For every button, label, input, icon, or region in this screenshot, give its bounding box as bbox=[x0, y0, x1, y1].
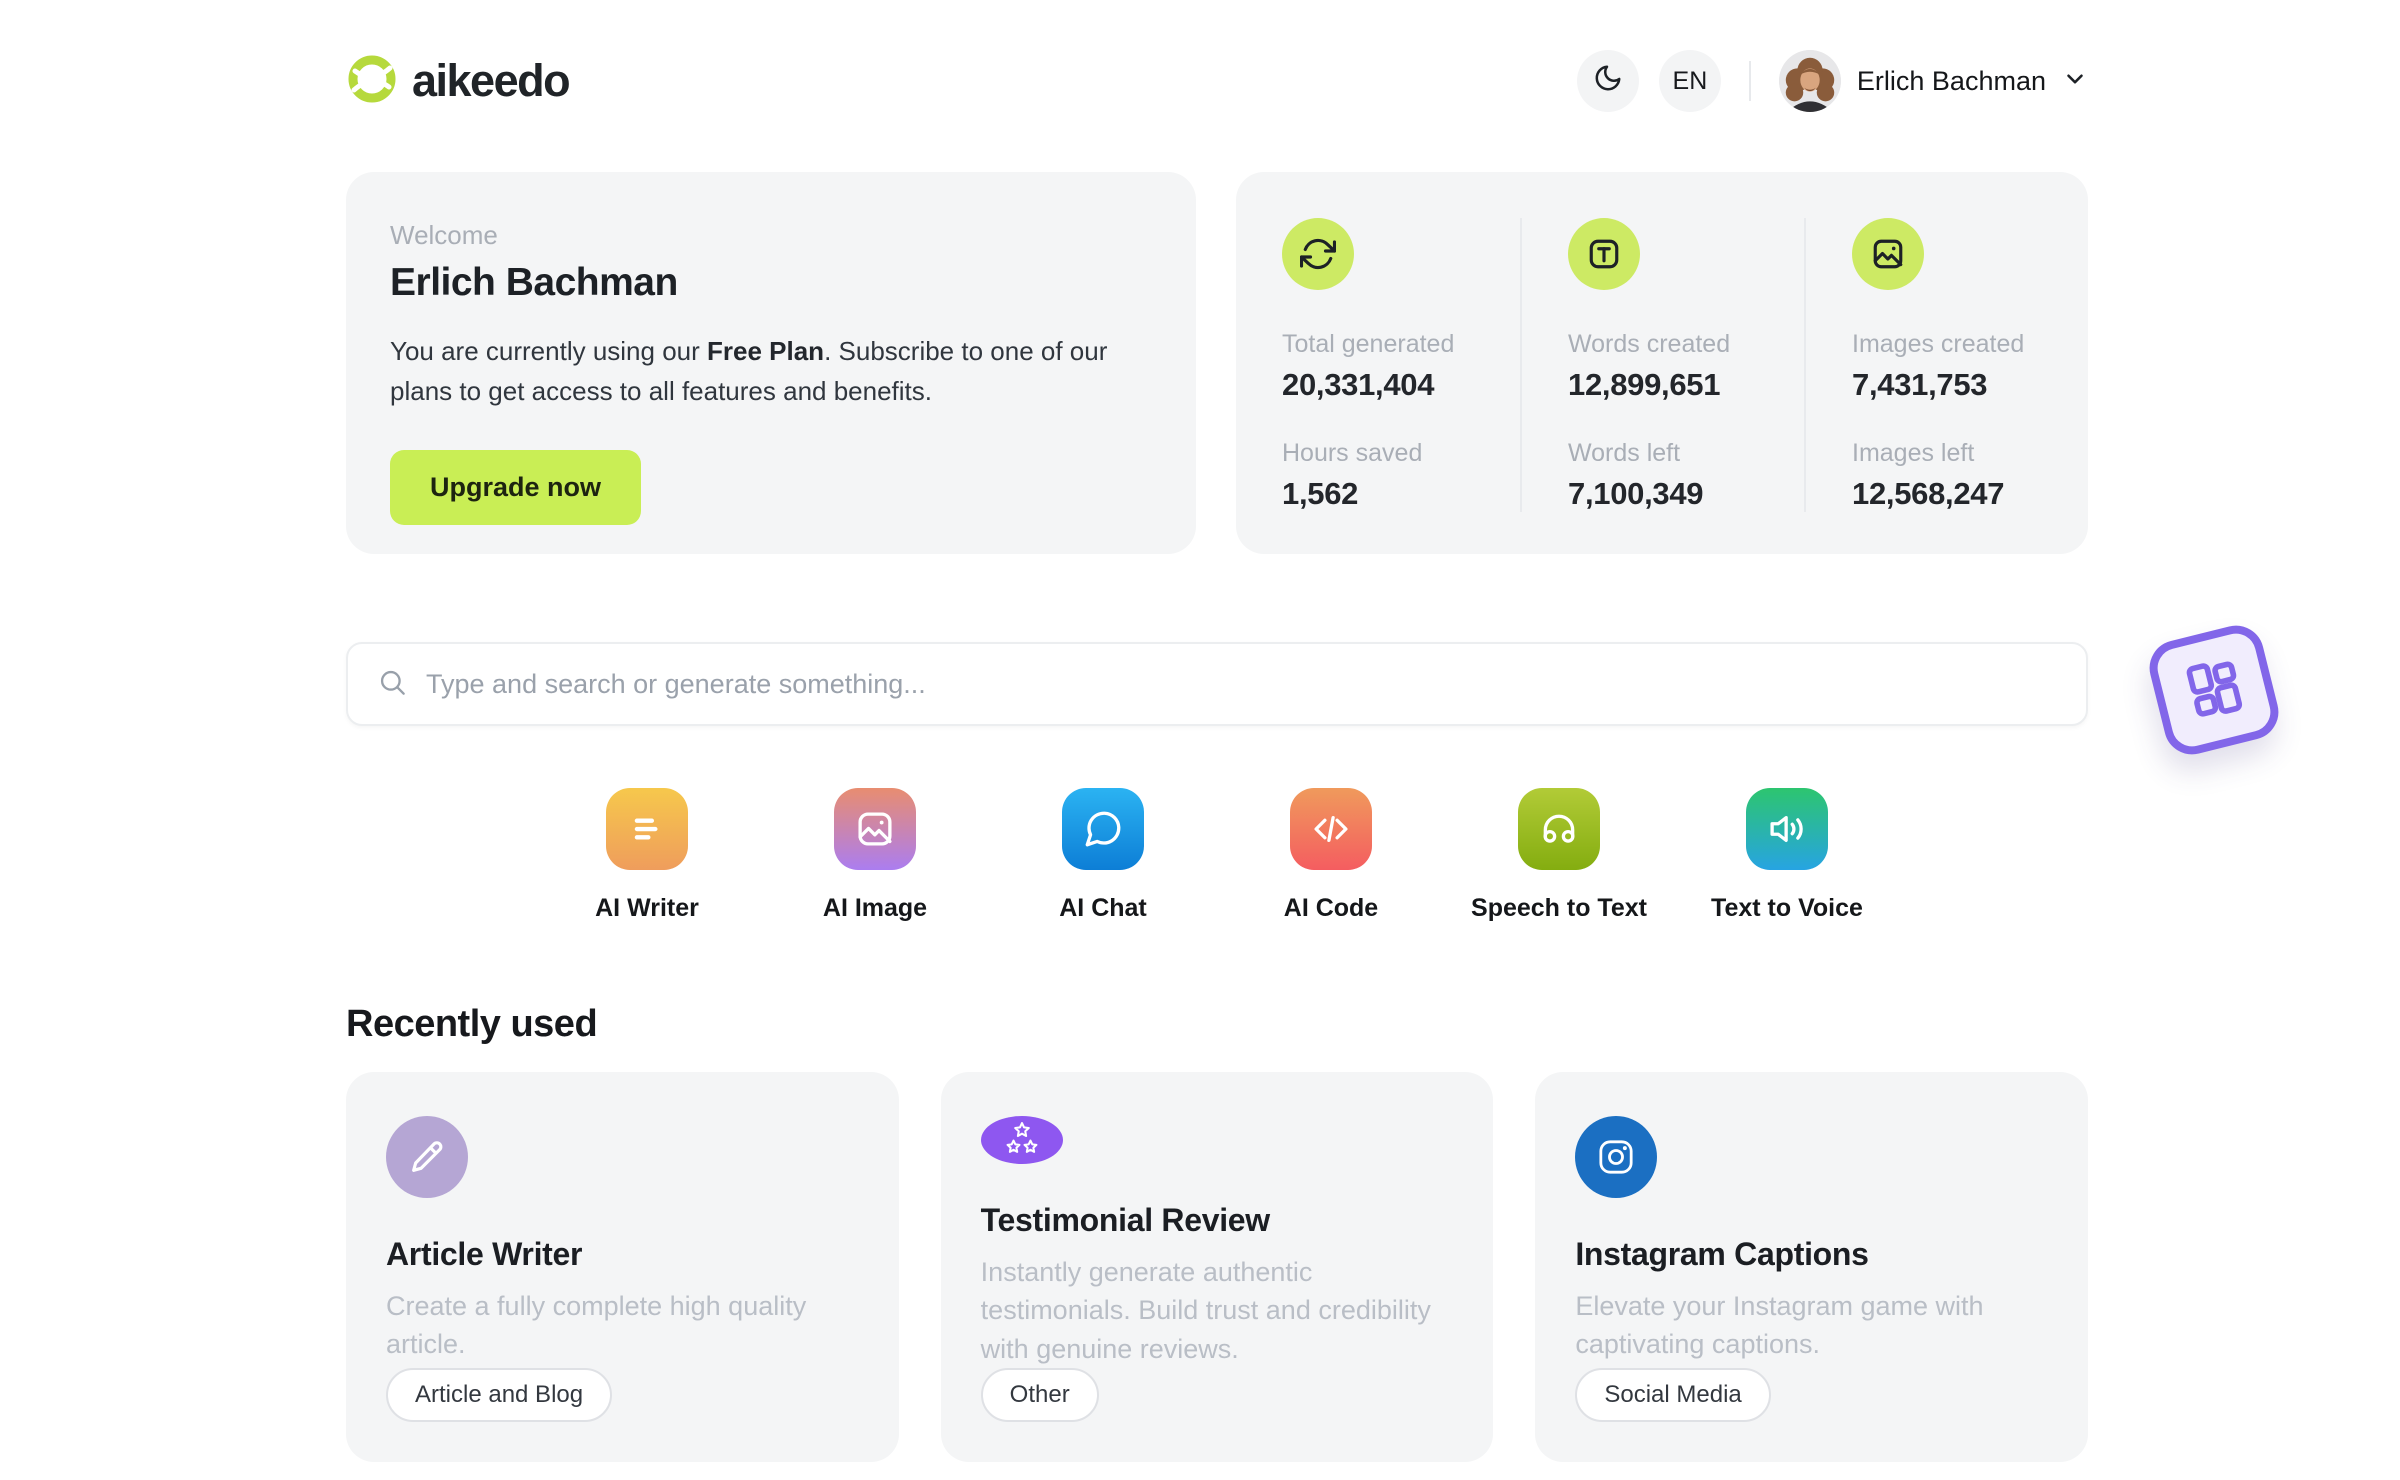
moon-icon bbox=[1593, 63, 1623, 100]
welcome-user-title: Erlich Bachman bbox=[390, 261, 678, 304]
recent-card-title: Article Writer bbox=[386, 1236, 583, 1272]
stat-label: Words left bbox=[1568, 439, 1681, 467]
plan-description: You are currently using our Free Plan. S… bbox=[390, 336, 1108, 407]
recent-card-testimonial-review[interactable]: Testimonial Review Instantly generate au… bbox=[940, 1072, 1494, 1462]
category-tag: Social Media bbox=[1575, 1368, 1771, 1422]
main-content: aikeedo EN bbox=[346, 0, 2089, 1462]
category-tag: Article and Blog bbox=[386, 1368, 613, 1422]
words-icon bbox=[1568, 218, 1640, 290]
overview-section: Welcome Erlich Bachman You are currently… bbox=[346, 172, 2088, 554]
stat-value: 12,899,651 bbox=[1568, 367, 1721, 402]
stat-label: Images created bbox=[1852, 330, 2025, 358]
chat-bubble-icon bbox=[1062, 788, 1144, 870]
stat-value: 1,562 bbox=[1282, 476, 1359, 511]
recently-used-heading: Recently used bbox=[346, 1003, 598, 1045]
tool-label: AI Code bbox=[1283, 894, 1379, 922]
stat-column-generated: Total generated 20,331,404 Hours saved 1… bbox=[1236, 218, 1520, 512]
upgrade-button[interactable]: Upgrade now bbox=[390, 449, 642, 525]
stat-value: 12,568,247 bbox=[1852, 476, 2005, 511]
tool-label: Text to Voice bbox=[1711, 894, 1863, 922]
grid-layout-icon bbox=[2176, 650, 2252, 730]
stat-value: 20,331,404 bbox=[1282, 367, 1435, 402]
category-tag: Other bbox=[980, 1368, 1099, 1422]
tool-ai-chat[interactable]: AI Chat bbox=[1003, 788, 1203, 923]
topbar: aikeedo EN bbox=[346, 0, 2088, 112]
recent-card-title: Instagram Captions bbox=[1575, 1236, 1869, 1272]
dark-mode-toggle[interactable] bbox=[1576, 50, 1639, 112]
search-bar bbox=[346, 642, 2088, 726]
tool-label: AI Writer bbox=[595, 894, 699, 922]
tool-label: Speech to Text bbox=[1471, 894, 1647, 922]
instagram-icon bbox=[1575, 1116, 1658, 1198]
tool-label: AI Image bbox=[822, 894, 928, 922]
tool-speech-to-text[interactable]: Speech to Text bbox=[1459, 788, 1659, 923]
chevron-down-icon bbox=[2062, 66, 2088, 97]
writer-lines-icon bbox=[606, 788, 688, 870]
usage-stats-card: Total generated 20,331,404 Hours saved 1… bbox=[1236, 172, 2088, 554]
recently-used-cards: Article Writer Create a fully complete h… bbox=[346, 1072, 2089, 1462]
brand-name: aikeedo bbox=[412, 55, 571, 106]
welcome-card: Welcome Erlich Bachman You are currently… bbox=[346, 172, 1196, 554]
stat-label: Words created bbox=[1568, 330, 1731, 358]
stat-value: 7,431,753 bbox=[1852, 367, 1988, 402]
search-input[interactable] bbox=[426, 668, 2056, 700]
welcome-eyebrow: Welcome bbox=[390, 220, 498, 250]
tool-ai-code[interactable]: AI Code bbox=[1231, 788, 1431, 923]
language-button[interactable]: EN bbox=[1658, 50, 1721, 112]
recent-card-article-writer[interactable]: Article Writer Create a fully complete h… bbox=[346, 1072, 899, 1462]
floating-apps-widget[interactable] bbox=[2143, 619, 2285, 761]
topbar-right: EN Erlic bbox=[1576, 50, 2088, 112]
recent-card-instagram-captions[interactable]: Instagram Captions Elevate your Instagra… bbox=[1535, 1072, 2089, 1462]
search-icon bbox=[378, 668, 406, 701]
stat-label: Images left bbox=[1852, 439, 1975, 467]
recent-card-description: Instantly generate authentic testimonial… bbox=[980, 1257, 1431, 1364]
stat-label: Total generated bbox=[1282, 330, 1455, 358]
brand-logo[interactable]: aikeedo bbox=[346, 53, 571, 110]
tool-ai-image[interactable]: AI Image bbox=[775, 788, 975, 923]
tool-ai-writer[interactable]: AI Writer bbox=[547, 788, 747, 923]
user-menu[interactable]: Erlich Bachman bbox=[1778, 50, 2088, 112]
stat-column-words: Words created 12,899,651 Words left 7,10… bbox=[1520, 218, 1804, 512]
stat-label: Hours saved bbox=[1282, 439, 1423, 467]
recent-card-description: Elevate your Instagram game with captiva… bbox=[1575, 1291, 1984, 1360]
pencil-icon bbox=[386, 1116, 468, 1198]
header-divider bbox=[1748, 61, 1751, 101]
images-icon bbox=[1852, 218, 1924, 290]
avatar bbox=[1778, 50, 1841, 112]
user-name: Erlich Bachman bbox=[1856, 65, 2046, 96]
stat-value: 7,100,349 bbox=[1568, 476, 1704, 511]
plan-name: Free Plan bbox=[707, 336, 825, 366]
aikeedo-logo-icon bbox=[346, 53, 398, 110]
sync-icon bbox=[1282, 218, 1354, 290]
image-icon bbox=[834, 788, 916, 870]
tool-label: AI Chat bbox=[1059, 894, 1147, 922]
recent-card-title: Testimonial Review bbox=[980, 1202, 1271, 1239]
stat-column-images: Images created 7,431,753 Images left 12,… bbox=[1804, 218, 2088, 512]
code-icon bbox=[1290, 788, 1372, 870]
stars-icon bbox=[980, 1116, 1063, 1165]
recent-card-description: Create a fully complete high quality art… bbox=[386, 1291, 807, 1360]
tools-row: AI Writer AI Image AI Chat bbox=[346, 788, 2088, 923]
tool-text-to-voice[interactable]: Text to Voice bbox=[1687, 788, 1887, 923]
headphones-icon bbox=[1518, 788, 1600, 870]
speaker-icon bbox=[1746, 788, 1828, 870]
